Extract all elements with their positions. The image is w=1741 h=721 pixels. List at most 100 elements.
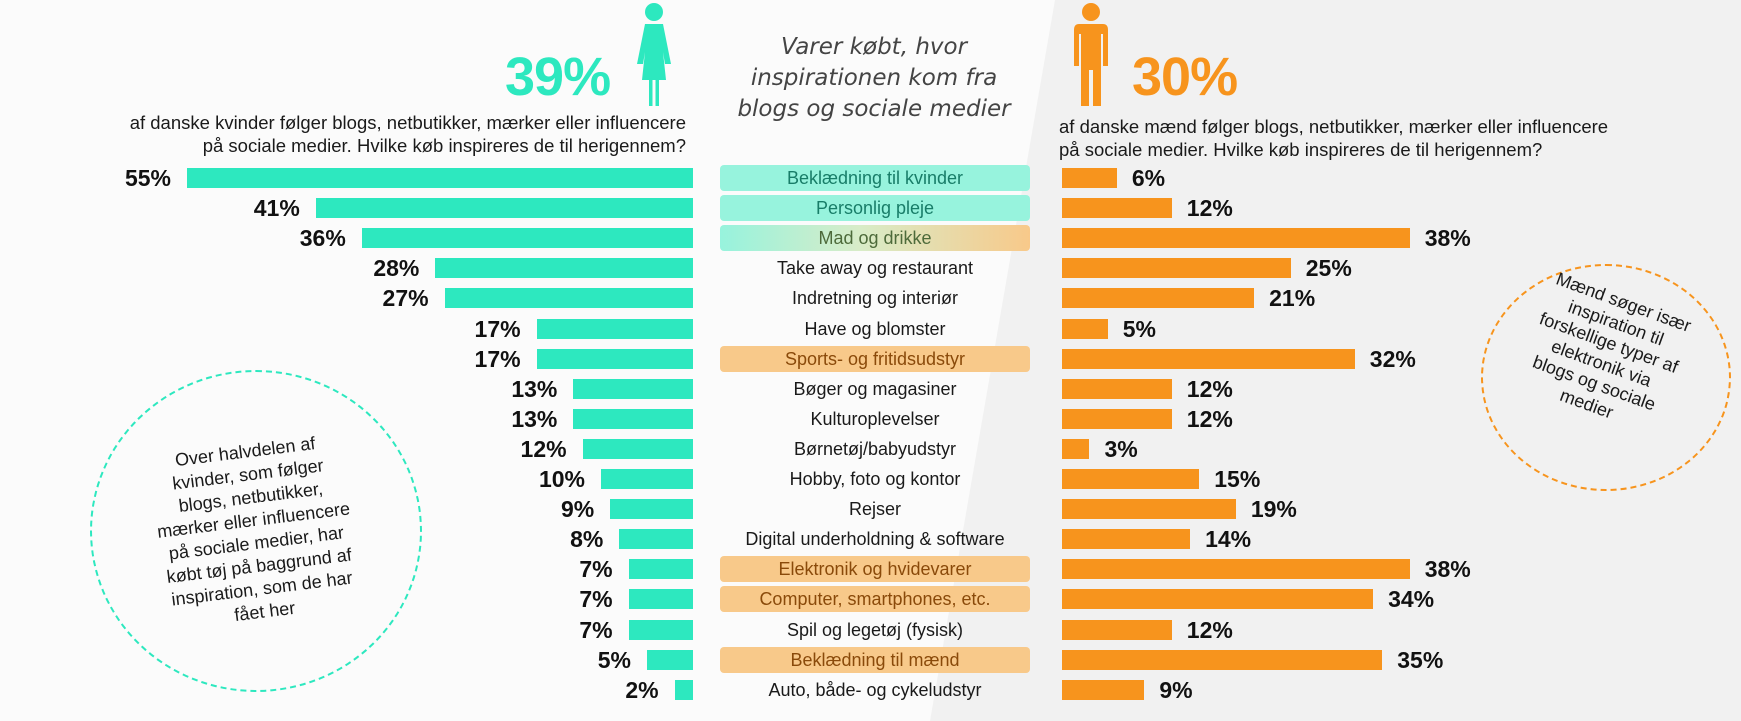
female-bar [361,228,693,249]
female-description: af danske kvinder følger blogs, netbutik… [129,112,686,156]
female-bar [536,348,693,369]
category-label: Indretning og interiør [791,288,959,309]
female-value-label: 10% [538,466,585,492]
male-bar [1062,348,1355,369]
male-value-label: 5% [1122,315,1156,342]
category-label: Børnetøj/babyudstyr [793,438,957,459]
male-bar [1062,198,1172,219]
female-bar [444,288,693,309]
female-bar [619,529,693,550]
female-callout-text: Over halvdelen af kvinder, som følger bl… [155,433,354,626]
category-label: Digital underholdning & software [745,529,1005,550]
female-value-label: 12% [520,435,567,462]
female-value-label: 5% [597,646,631,673]
female-value-label: 7% [579,616,613,643]
female-bar [647,649,693,670]
female-value-label: 8% [570,526,604,553]
male-bar [1062,619,1172,640]
category-label: Take away og restaurant [776,258,974,279]
category-label: Beklædning til mænd [720,646,1030,673]
male-callout-circle [1481,264,1731,491]
female-bar [628,589,693,610]
male-bar [1062,258,1291,279]
male-bar [1062,559,1410,580]
male-bar [1062,318,1108,339]
category-label: Mad og drikke [720,225,1030,252]
category-label: Rejser [848,499,901,520]
center-title: Varer købt, hvor inspirationen kom fra b… [737,34,1011,122]
man-icon [1074,3,1108,106]
female-bar [573,378,693,399]
category-label: Beklædning til kvinder [720,165,1030,191]
male-value-label: 9% [1159,676,1193,703]
male-value-label: 12% [1186,405,1233,432]
male-description: af danske mænd følger blogs, netbutikker… [1059,116,1609,160]
male-value-label: 21% [1269,285,1316,312]
male-bar [1062,438,1090,459]
male-value-label: 38% [1424,556,1471,583]
male-value-label: 12% [1186,375,1233,402]
female-share-percent: 39% [505,47,611,107]
male-bar [1062,168,1117,188]
category-label: Have og blomster [804,318,946,339]
female-bar [610,499,693,520]
category-label: Bøger og magasiner [793,378,957,399]
male-value-label: 14% [1205,526,1252,553]
category-label: Hobby, foto og kontor [789,469,961,489]
category-label: Elektronik og hvidevarer [720,556,1030,583]
male-value-label: 19% [1250,496,1297,523]
female-bar [582,438,693,459]
female-value-label: 17% [474,315,521,342]
female-value-label: 9% [560,496,595,523]
category-label: Spil og legetøj (fysisk) [786,619,964,640]
female-value-label: 28% [373,255,420,282]
male-bar [1062,529,1191,550]
male-bar [1062,469,1200,489]
female-callout-circle [90,370,422,692]
female-bar [628,619,693,640]
male-value-label: 32% [1369,345,1416,372]
female-value-label: 7% [579,556,613,583]
male-value-label: 12% [1186,616,1233,643]
female-value-label: 36% [299,225,346,252]
female-value-label: 55% [124,165,171,191]
male-value-label: 38% [1424,225,1471,252]
female-bar [601,469,693,489]
male-value-label: 3% [1104,435,1138,462]
female-value-label: 17% [474,345,521,372]
female-value-label: 13% [511,405,558,432]
female-bar [536,318,693,339]
category-label: Kulturoplevelser [810,408,940,429]
male-value-label: 34% [1388,586,1435,613]
male-value-label: 12% [1186,195,1233,222]
female-bar [435,258,693,279]
female-value-label: 7% [579,586,613,613]
woman-icon [637,3,671,106]
female-bar [628,559,693,580]
male-bar [1062,288,1255,309]
female-bar [315,198,693,219]
female-bar [187,168,693,188]
female-bar [674,679,693,700]
male-value-label: 15% [1214,466,1261,492]
male-value-label: 35% [1397,646,1444,673]
category-label: Auto, både- og cykeludstyr [768,679,982,700]
male-bar [1062,499,1236,520]
male-bar [1062,679,1145,700]
male-value-label: 25% [1305,255,1352,282]
category-label: Computer, smartphones, etc. [720,586,1030,613]
male-bar [1062,408,1172,429]
female-value-label: 27% [382,285,429,312]
category-label: Sports- og fritidsudstyr [720,345,1030,372]
male-bar [1062,228,1410,249]
female-value-label: 13% [511,375,558,402]
category-label: Personlig pleje [720,195,1030,222]
female-value-label: 41% [253,195,300,222]
female-bar [573,408,693,429]
male-share-percent: 30% [1132,47,1238,107]
male-bar [1062,649,1383,670]
male-bar [1062,378,1172,399]
female-value-label: 2% [625,676,659,703]
male-value-label: 6% [1131,165,1166,191]
male-bar [1062,589,1374,610]
